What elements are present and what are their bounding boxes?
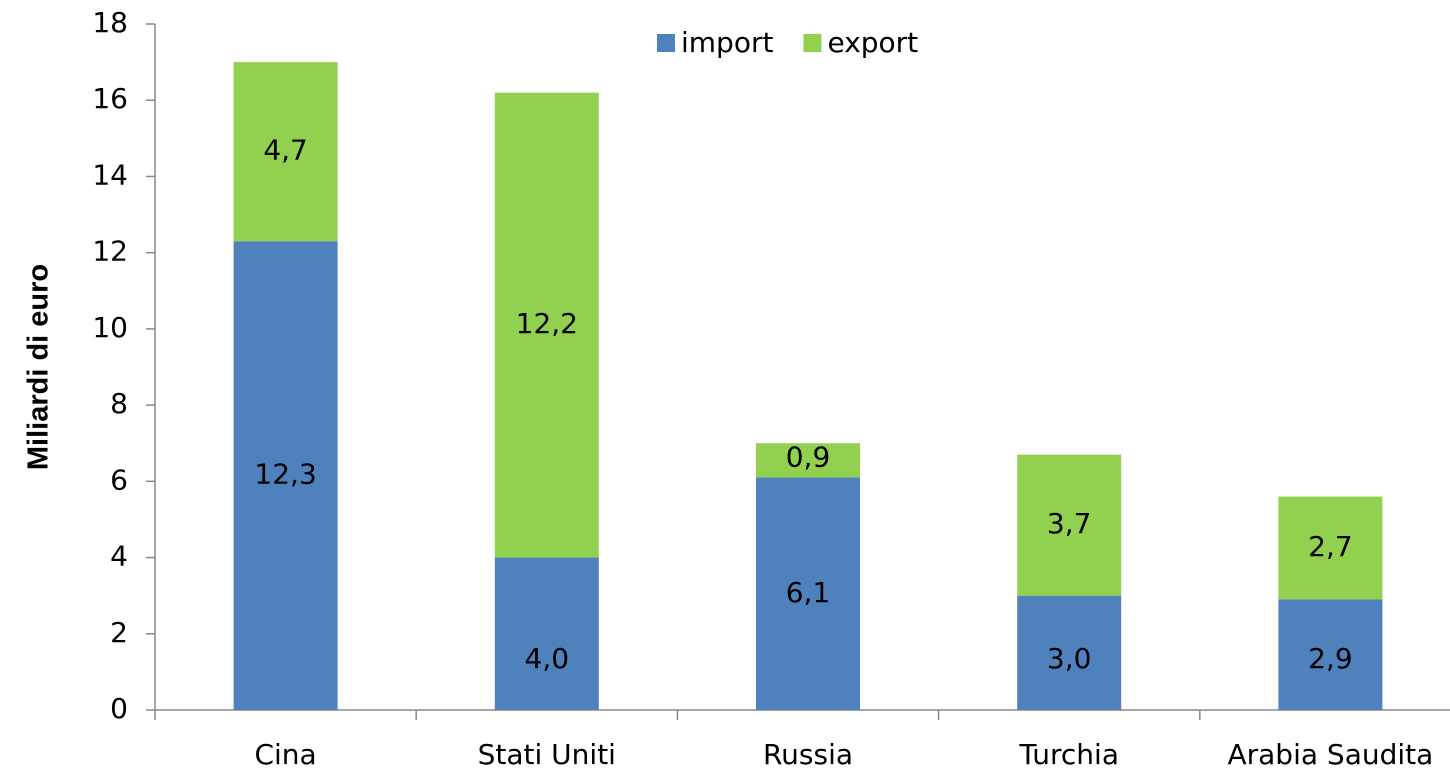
bar-segment (494, 92, 599, 558)
y-tick-label: 12 (92, 235, 128, 268)
bar-segment (756, 477, 860, 710)
legend-label: import (681, 26, 773, 59)
y-tick-label: 2 (110, 616, 128, 649)
data-label: 3,0 (1047, 642, 1092, 675)
x-tick-label: Cina (254, 738, 316, 771)
bar-segment (233, 62, 338, 242)
y-axis-label: Miliardi di euro (23, 264, 55, 470)
x-tick-label: Arabia Saudita (1227, 738, 1433, 771)
data-label: 4,0 (525, 642, 570, 675)
data-label: 0,9 (786, 440, 831, 473)
y-tick-label: 8 (110, 387, 128, 420)
data-label: 3,7 (1047, 507, 1092, 540)
y-tick-label: 14 (92, 158, 128, 191)
data-label: 2,9 (1308, 642, 1353, 675)
bar-segment (1017, 454, 1122, 596)
y-tick-label: 0 (110, 692, 128, 725)
x-tick-label: Turchia (1018, 738, 1119, 771)
data-label: 12,3 (254, 458, 316, 491)
data-label: 2,7 (1308, 530, 1353, 563)
data-label: 12,2 (516, 307, 578, 340)
bar-segment (1017, 595, 1122, 710)
bar-segment (494, 557, 599, 710)
legend-label: export (827, 26, 918, 59)
y-tick-label: 10 (92, 311, 128, 344)
x-tick-label: Stati Uniti (478, 738, 616, 771)
legend-swatch (657, 34, 675, 52)
y-tick-label: 4 (110, 540, 128, 573)
legend-swatch (803, 34, 822, 52)
bar-segment (1278, 496, 1383, 600)
y-tick-label: 16 (92, 82, 128, 115)
x-tick-label: Russia (763, 738, 853, 771)
y-tick-label: 18 (92, 6, 128, 39)
bar-segment (233, 241, 338, 710)
data-label: 4,7 (263, 134, 308, 167)
data-label: 6,1 (786, 576, 831, 609)
bar-segment (1278, 599, 1383, 710)
y-tick-label: 6 (110, 463, 128, 496)
bar-segment (756, 443, 860, 478)
